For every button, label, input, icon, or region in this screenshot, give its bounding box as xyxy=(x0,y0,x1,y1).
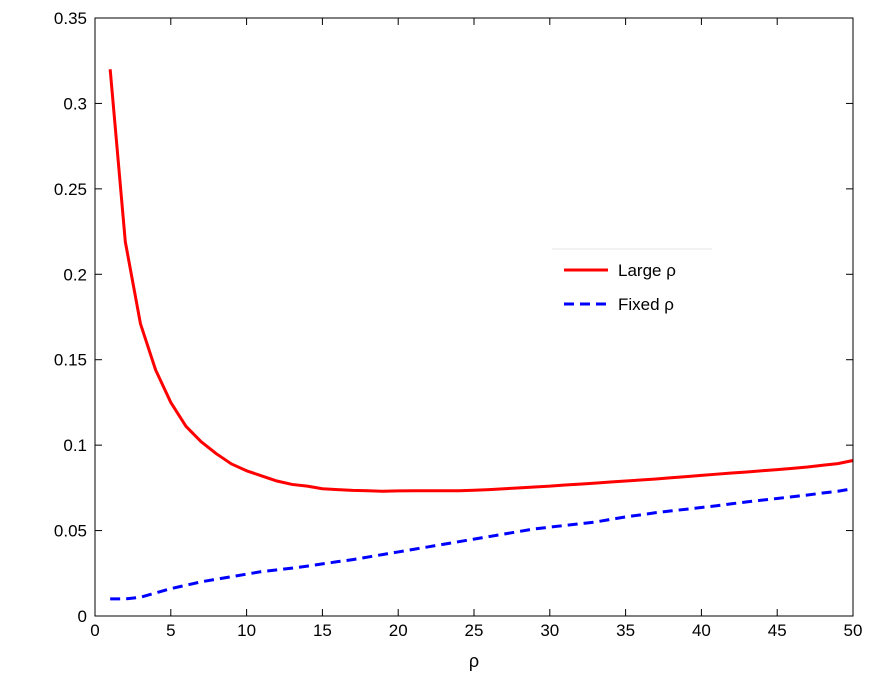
y-tick-label: 0.3 xyxy=(63,94,87,113)
y-tick-label: 0.2 xyxy=(63,265,87,284)
series-layer xyxy=(108,69,854,601)
x-tick-label: 15 xyxy=(313,621,332,640)
y-tick-label: 0.05 xyxy=(54,522,87,541)
x-tick-label: 50 xyxy=(844,621,863,640)
x-tick-label: 35 xyxy=(616,621,635,640)
y-tick-label: 0.1 xyxy=(63,436,87,455)
x-tick-label: 20 xyxy=(389,621,408,640)
legend-label-fixed-rho: Fixed ρ xyxy=(618,295,674,314)
legend: Large ρ Fixed ρ xyxy=(552,248,712,314)
legend-label-large-rho: Large ρ xyxy=(618,261,676,280)
x-tick-label: 0 xyxy=(90,621,99,640)
x-tick-label: 5 xyxy=(166,621,175,640)
y-tick-label: 0.35 xyxy=(54,9,87,28)
series-line-large-rho xyxy=(108,69,854,493)
y-tick-label: 0.15 xyxy=(54,351,87,370)
x-tick-label: 40 xyxy=(692,621,711,640)
x-tick-label: 25 xyxy=(465,621,484,640)
y-tick-label: 0.25 xyxy=(54,180,87,199)
x-axis-label: ρ xyxy=(469,651,479,671)
x-tick-label: 30 xyxy=(540,621,559,640)
x-tick-label: 10 xyxy=(237,621,256,640)
x-tick-label: 45 xyxy=(768,621,787,640)
y-tick-label: 0 xyxy=(78,607,87,626)
series-line-fixed-rho xyxy=(110,487,854,601)
plot-area xyxy=(95,18,853,616)
ticks-layer: 0 5 10 15 20 25 30 35 40 45 50 0 0.05 0.1 0.15 0.2 0.25 0… xyxy=(54,9,863,640)
